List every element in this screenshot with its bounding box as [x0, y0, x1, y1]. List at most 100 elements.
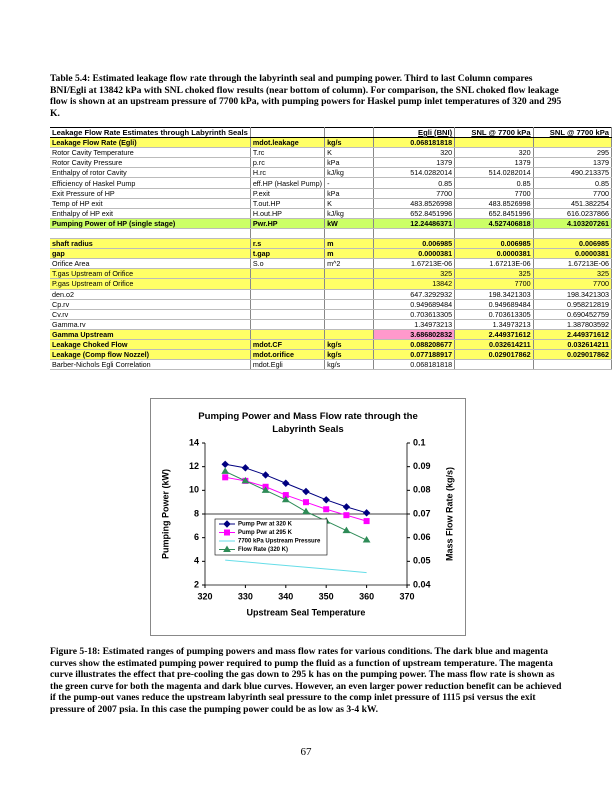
table-cell: 451.382254 — [533, 198, 612, 209]
table-row: T.gas Upstream of Orifice 325 325 325 — [50, 268, 612, 280]
table-cell: kg/s — [324, 349, 375, 361]
table-cell: P.exit — [250, 188, 326, 199]
table-row: Enthalpy of rotor Cavity H.rc kJ/kg 514.028… — [50, 167, 612, 179]
table-cell — [324, 289, 375, 300]
table-cell: 1.67213E-06 — [373, 258, 456, 270]
table-cell: 0.0000381 — [373, 248, 456, 260]
table-cell: 4.527406818 — [454, 218, 534, 229]
table-cell: 1.387803592 — [533, 319, 612, 330]
table-cell — [250, 309, 326, 320]
table-cell: 0.068181818 — [373, 359, 456, 371]
table-cell — [250, 268, 326, 280]
table-cell: den.o2 — [50, 289, 251, 300]
table-cell: eff.HP (Haskel Pump) — [250, 177, 326, 189]
table-cell: T.gas Upstream of Orifice — [50, 268, 251, 280]
table-cell: 652.8451996 — [454, 208, 534, 219]
table-row: Leakage Choked Flow mdot.CF kg/s 0.08820867… — [50, 339, 612, 351]
table-row: Pumping Power of HP (single stage) Pwr.HP… — [50, 218, 612, 229]
table-cell: 7700 — [373, 188, 456, 199]
table-cell: 0.703613305 — [454, 309, 534, 320]
legend-marker — [224, 529, 230, 536]
legend-label: Flow Rate (320 K) — [238, 547, 288, 553]
table-row: Rotor Cavity Temperature T.rc K 320 320 295 — [50, 147, 612, 159]
table-row: Efficiency of Haskel Pump eff.HP (Haskel … — [50, 177, 612, 189]
table-cell: 0.958212819 — [533, 299, 612, 310]
table-cell: r.s — [250, 238, 326, 250]
table-cell: 616.0237866 — [533, 208, 612, 219]
table-cell: kJ/kg — [324, 167, 375, 179]
table-cell: - — [324, 177, 375, 189]
chart-frame — [150, 398, 466, 636]
y2-axis-label: Mass Flow Rate (kg/s) — [444, 467, 454, 561]
page-number: 67 — [300, 746, 312, 758]
point — [302, 487, 310, 496]
point — [221, 467, 230, 474]
table-cell: 0.703613305 — [373, 309, 456, 320]
y2-tick-label: 0.1 — [413, 437, 426, 447]
point — [222, 474, 229, 481]
table-row: Leakage (Comp flow Nozzel) mdot.orifice kg… — [50, 349, 612, 361]
table-cell: 7700 — [454, 188, 534, 199]
point — [261, 471, 270, 479]
table-cell: Leakage Flow Rate Estimates through Laby… — [50, 126, 251, 139]
table-cell: kg/s — [324, 359, 375, 371]
table-cell: 325 — [454, 268, 534, 280]
table-cell: Efficiency of Haskel Pump — [50, 177, 251, 189]
table-row: shaft radius r.s m 0.006985 0.006985 0.006985 — [50, 238, 612, 250]
table-cell: Egli (BNI) — [373, 126, 456, 139]
table-row: Barber-Nichols Egli Correlation mdot.Egli… — [50, 359, 612, 371]
table-cell — [533, 228, 612, 240]
table-cell: 0.85 — [533, 177, 612, 189]
table-cell: 0.006985 — [533, 238, 612, 250]
point — [302, 507, 310, 515]
table-cell: Gamma Upstream — [50, 329, 251, 340]
legend-label: Pump Pwr at 295 K — [238, 530, 293, 536]
table-cell: 3.686802832 — [373, 329, 456, 340]
table-cell: 1.34973213 — [373, 319, 456, 330]
table-cell — [533, 137, 612, 149]
y-tick-label: 4 — [194, 556, 199, 566]
table-cell: Leakage Flow Rate (Egli) — [50, 137, 251, 149]
table-cell: Exit Pressure of HP — [50, 188, 251, 199]
table-cell: 514.0282014 — [454, 167, 534, 179]
table-row: Gamma Upstream 3.686802832 2.449371612 2.4… — [50, 329, 612, 340]
legend-label: 7700 kPa Upstream Pressure — [238, 539, 321, 545]
table-row: gap t.gap m 0.0000381 0.0000381 0.0000381 — [50, 248, 612, 260]
table-cell: 0.032614211 — [533, 339, 612, 351]
table-cell: 514.0282014 — [373, 167, 456, 179]
table-cell: 0.85 — [454, 177, 534, 189]
table-cell: Cv.rv — [50, 309, 251, 320]
table-cell: H.out.HP — [250, 208, 326, 219]
table-cell: 1.67213E-06 — [454, 258, 534, 270]
table-cell: Leakage (Comp flow Nozzel) — [50, 349, 251, 361]
table-cell: 198.3421303 — [454, 289, 534, 300]
y-axis-label: Pumping Power (kW) — [160, 469, 170, 559]
series-line — [225, 476, 367, 522]
point — [282, 479, 290, 487]
point — [303, 499, 309, 506]
y-tick-label: 12 — [189, 461, 199, 471]
y2-tick-label: 0.09 — [413, 461, 431, 471]
table-cell: 0.068181818 — [373, 137, 456, 149]
y2-tick-label: 0.08 — [413, 485, 431, 495]
table-cell: mdot.orifice — [250, 349, 326, 361]
table-cell: 7700 — [533, 278, 612, 290]
series-line — [225, 463, 367, 514]
x-tick-label: 340 — [278, 591, 293, 601]
point — [343, 512, 350, 519]
table-row — [50, 228, 612, 240]
table-cell: 0.0000381 — [454, 248, 534, 260]
table-cell: 0.0000381 — [533, 248, 612, 260]
table-cell — [324, 126, 375, 139]
table-cell — [50, 228, 251, 240]
table-cell — [373, 228, 456, 240]
table-cell: 1379 — [533, 157, 612, 169]
y2-tick-label: 0.06 — [413, 532, 431, 542]
table-cell: kPa — [324, 188, 375, 199]
table-cell: 0.029017862 — [533, 349, 612, 361]
table-cell: K — [324, 198, 375, 209]
table-cell: SNL @ 7700 kPa — [454, 126, 534, 139]
table-cell: 2.449371612 — [454, 329, 534, 340]
table-cell: 0.088208677 — [373, 339, 456, 351]
table-cell — [324, 309, 375, 320]
